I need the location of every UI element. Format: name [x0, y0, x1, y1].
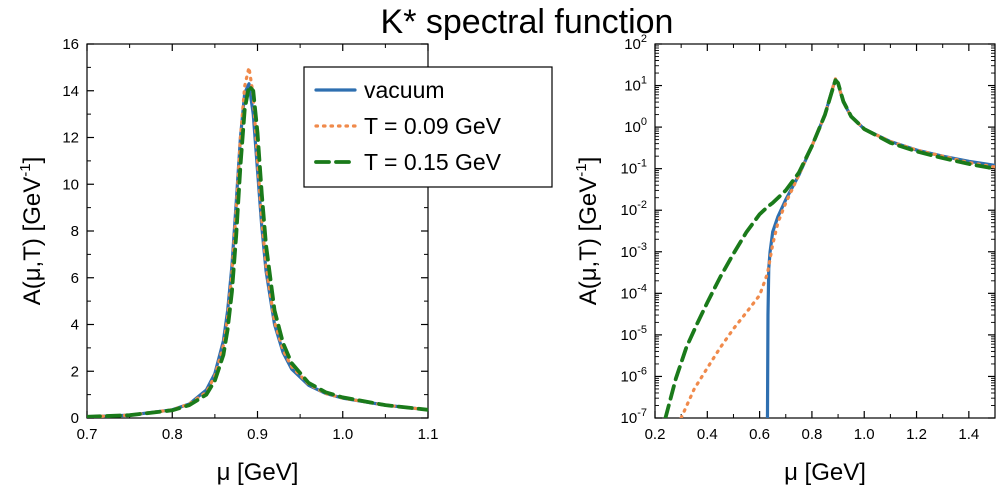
y-tick-label: 101: [624, 75, 647, 95]
right-panel-log: 0.2 0.4 0.6 0.8 1.0 1.2 1.410-710-610-510-410-…: [573, 33, 996, 486]
y-tick-label: 2: [71, 363, 79, 380]
series-group: [663, 77, 995, 418]
y-tick-exponent: -4: [637, 282, 647, 294]
legend-label-vacuum: vacuum: [364, 77, 445, 103]
series-line-t-0-15-gev: [87, 84, 428, 418]
y-tick-exponent: -7: [637, 407, 647, 419]
y-axis-label-end: ]: [575, 157, 602, 164]
x-axis-label: μ [GeV]: [217, 459, 299, 486]
y-axis-label-sup: -1: [17, 163, 34, 176]
y-tick-exponent: -6: [637, 365, 647, 377]
y-tick-exponent: -3: [637, 241, 647, 253]
y-tick-base: 10: [621, 244, 638, 261]
x-tick-label: 0.2: [645, 426, 666, 443]
x-tick-label: 1.0: [332, 426, 353, 443]
x-tick-label: 0.7: [77, 426, 98, 443]
plot-frame: [654, 43, 996, 419]
y-tick-exponent: 0: [641, 116, 647, 128]
y-tick-base: 10: [621, 202, 638, 219]
y-tick-base: 10: [624, 119, 641, 136]
y-tick-exponent: -2: [637, 199, 647, 211]
y-tick-base: 10: [621, 368, 638, 385]
x-tick-label: 0.4: [697, 426, 718, 443]
y-tick-exponent: -1: [637, 158, 647, 170]
y-tick-label: 10-1: [621, 158, 647, 178]
x-tick-label: 0.6: [749, 426, 770, 443]
y-tick-label: 102: [624, 33, 647, 53]
y-tick-label: 4: [71, 317, 79, 334]
y-tick-base: 10: [621, 327, 638, 344]
y-axis-label: A(μ,T) [GeV-1]: [573, 157, 602, 306]
x-tick-label: 1.2: [906, 426, 927, 443]
y-tick-base: 10: [624, 36, 641, 53]
y-axis-label-main: A(μ,T) [GeV: [19, 177, 46, 306]
series-line-vacuum: [765, 77, 995, 418]
x-axis-label: μ [GeV]: [784, 459, 866, 486]
x-tick-label: 0.9: [247, 426, 268, 443]
y-tick-exponent: 2: [641, 33, 647, 45]
y-tick-label: 8: [71, 223, 79, 240]
y-tick-base: 10: [624, 78, 641, 95]
series-line-t-0-09-gev: [679, 77, 995, 418]
y-tick-label: 14: [62, 83, 79, 100]
series-line-t-0-15-gev: [663, 78, 995, 418]
y-tick-base: 10: [621, 285, 638, 302]
x-tick-label: 0.8: [162, 426, 183, 443]
y-tick-label: 0: [71, 410, 79, 427]
y-tick-label: 10-5: [621, 324, 647, 344]
y-tick-label: 10: [62, 176, 79, 193]
y-tick-base: 10: [621, 161, 638, 178]
x-tick-label: 0.8: [801, 426, 822, 443]
y-tick-label: 10-6: [621, 365, 647, 385]
x-tick-label: 1.0: [854, 426, 875, 443]
y-tick-label: 10-7: [621, 407, 647, 427]
legend-label-t-0-09-gev: T = 0.09 GeV: [364, 113, 502, 139]
y-axis-label-end: ]: [19, 157, 46, 164]
y-axis-label-main: A(μ,T) [GeV: [575, 177, 602, 306]
y-axis-label-sup: -1: [573, 163, 590, 176]
legend: vacuum T = 0.09 GeV T = 0.15 GeV: [303, 66, 553, 188]
y-tick-base: 10: [621, 410, 638, 427]
y-tick-exponent: 1: [641, 75, 647, 87]
y-tick-label: 10-2: [621, 199, 647, 219]
series-group: [87, 65, 428, 418]
figure-title: K* spectral function: [381, 3, 674, 41]
x-tick-label: 1.4: [958, 426, 979, 443]
y-tick-exponent: -5: [637, 324, 647, 336]
y-tick-label: 100: [624, 116, 647, 136]
y-tick-label: 16: [62, 36, 79, 53]
y-tick-label: 12: [62, 130, 79, 147]
left-panel-linear: 0.7 0.8 0.9 1.0 1.1 0 2 4 6 8 10 12 14 16 μ [GeV] A(μ,T…: [17, 36, 553, 486]
y-tick-label: 10-3: [621, 241, 647, 261]
y-axis-label: A(μ,T) [GeV-1]: [17, 157, 46, 306]
y-tick-label: 6: [71, 270, 79, 287]
legend-label-t-0-15-gev: T = 0.15 GeV: [364, 149, 502, 175]
x-tick-label: 1.1: [418, 426, 439, 443]
y-tick-label: 10-4: [621, 282, 647, 302]
